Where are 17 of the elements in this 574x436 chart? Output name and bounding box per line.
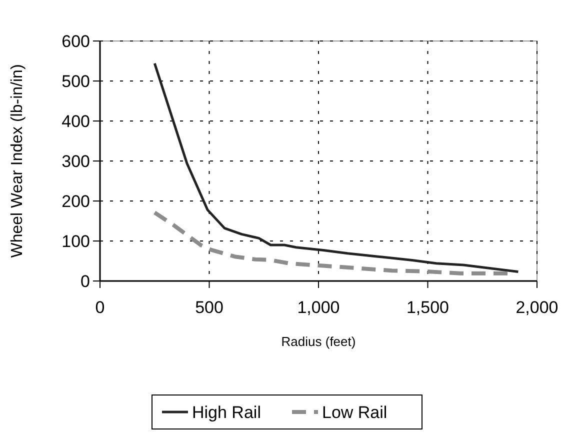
- y-axis-title: Wheel Wear Index (lb-in/in): [9, 64, 26, 258]
- x-axis-title: Radius (feet): [281, 334, 356, 349]
- y-tick-label: 600: [62, 32, 90, 51]
- y-tick-label: 0: [80, 272, 90, 291]
- legend-label: Low Rail: [322, 402, 388, 422]
- x-tick-label: 1,000: [297, 298, 340, 317]
- x-tick-label: 0: [95, 298, 105, 317]
- x-tick-label: 500: [195, 298, 224, 317]
- y-tick-label: 100: [62, 232, 90, 251]
- y-tick-label: 500: [62, 72, 90, 91]
- line-series: [153, 62, 520, 274]
- y-tick-label: 200: [62, 192, 90, 211]
- legend-label: High Rail: [192, 402, 261, 422]
- y-tick-label: 300: [62, 152, 90, 171]
- x-tick-label: 1,500: [406, 298, 450, 317]
- y-tick-label: 400: [62, 112, 90, 131]
- x-tick-label: 2,000: [516, 298, 558, 317]
